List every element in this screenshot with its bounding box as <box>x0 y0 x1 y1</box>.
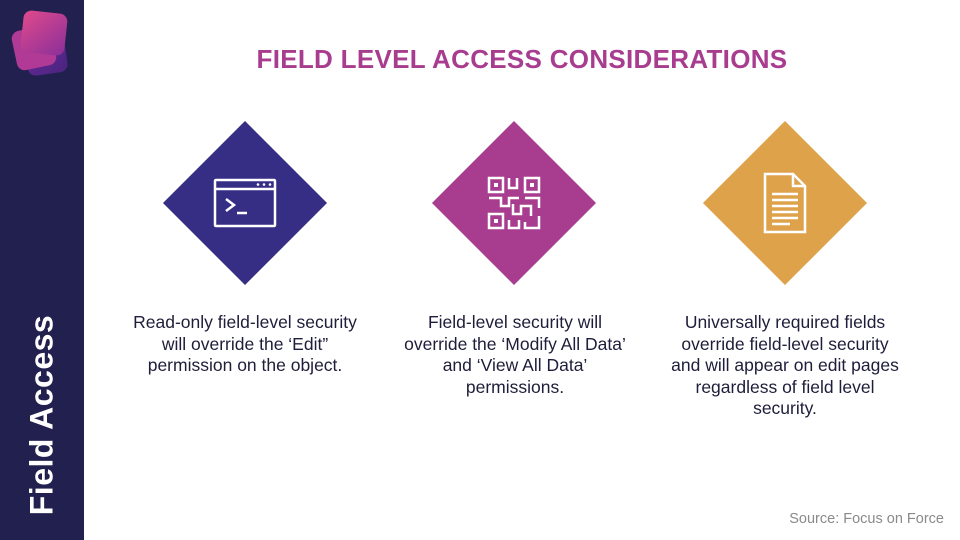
sidebar-label: Field Access <box>23 314 60 516</box>
document-icon <box>763 172 807 234</box>
qr-code-icon <box>487 176 541 230</box>
card-2-text: Field-level security will override the ‘… <box>404 312 626 397</box>
terminal-window-icon <box>213 178 277 228</box>
brand-logo-icon <box>11 10 68 76</box>
source-citation: Source: Focus on Force <box>789 511 944 527</box>
sidebar: Field Access <box>0 0 84 540</box>
card-1-text: Read-only field-level security will over… <box>133 312 357 375</box>
card-3-text: Universally required fields override fie… <box>671 312 899 418</box>
page-title: FIELD LEVEL ACCESS CONSIDERATIONS <box>256 44 788 74</box>
